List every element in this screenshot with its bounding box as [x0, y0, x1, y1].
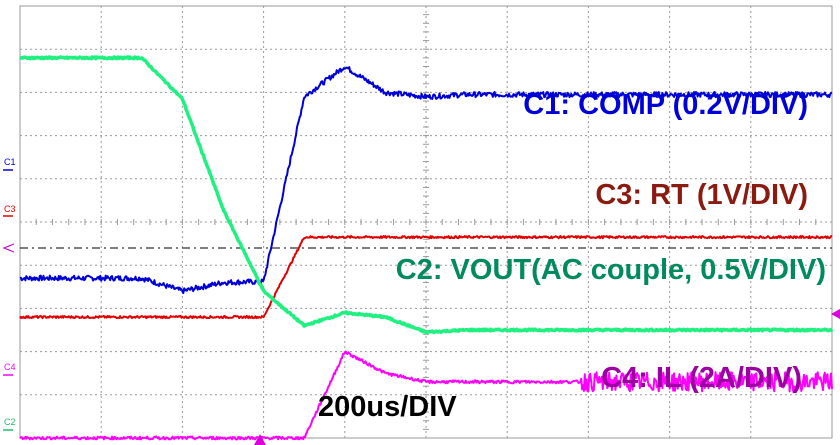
channel-marker-c2: C2	[4, 417, 16, 427]
channel-marker-c3: C3	[4, 204, 16, 214]
vout-label: C2: VOUT(AC couple, 0.5V/DIV)	[396, 254, 826, 286]
timebase-label: 200us/DIV	[318, 391, 457, 423]
trace-c3	[19, 235, 833, 320]
trace-c4	[19, 350, 833, 441]
grid	[19, 5, 833, 439]
rt-label: C3: RT (1V/DIV)	[595, 179, 808, 211]
trace-c2	[19, 55, 834, 335]
channel-marker-c4: C4	[4, 362, 16, 372]
channel-marker-c1: C1	[4, 157, 16, 167]
il-label: C4: IL (2A/DIV)	[601, 362, 802, 394]
comp-label: C1: COMP (0.2V/DIV)	[523, 89, 808, 121]
trigger-position-arrow-icon	[254, 434, 266, 445]
right-level-arrow-icon	[831, 309, 840, 319]
grid-border	[19, 5, 833, 439]
trace-c1	[19, 66, 833, 295]
trigger-level-arrow-icon	[2, 243, 15, 253]
traces	[19, 55, 834, 441]
